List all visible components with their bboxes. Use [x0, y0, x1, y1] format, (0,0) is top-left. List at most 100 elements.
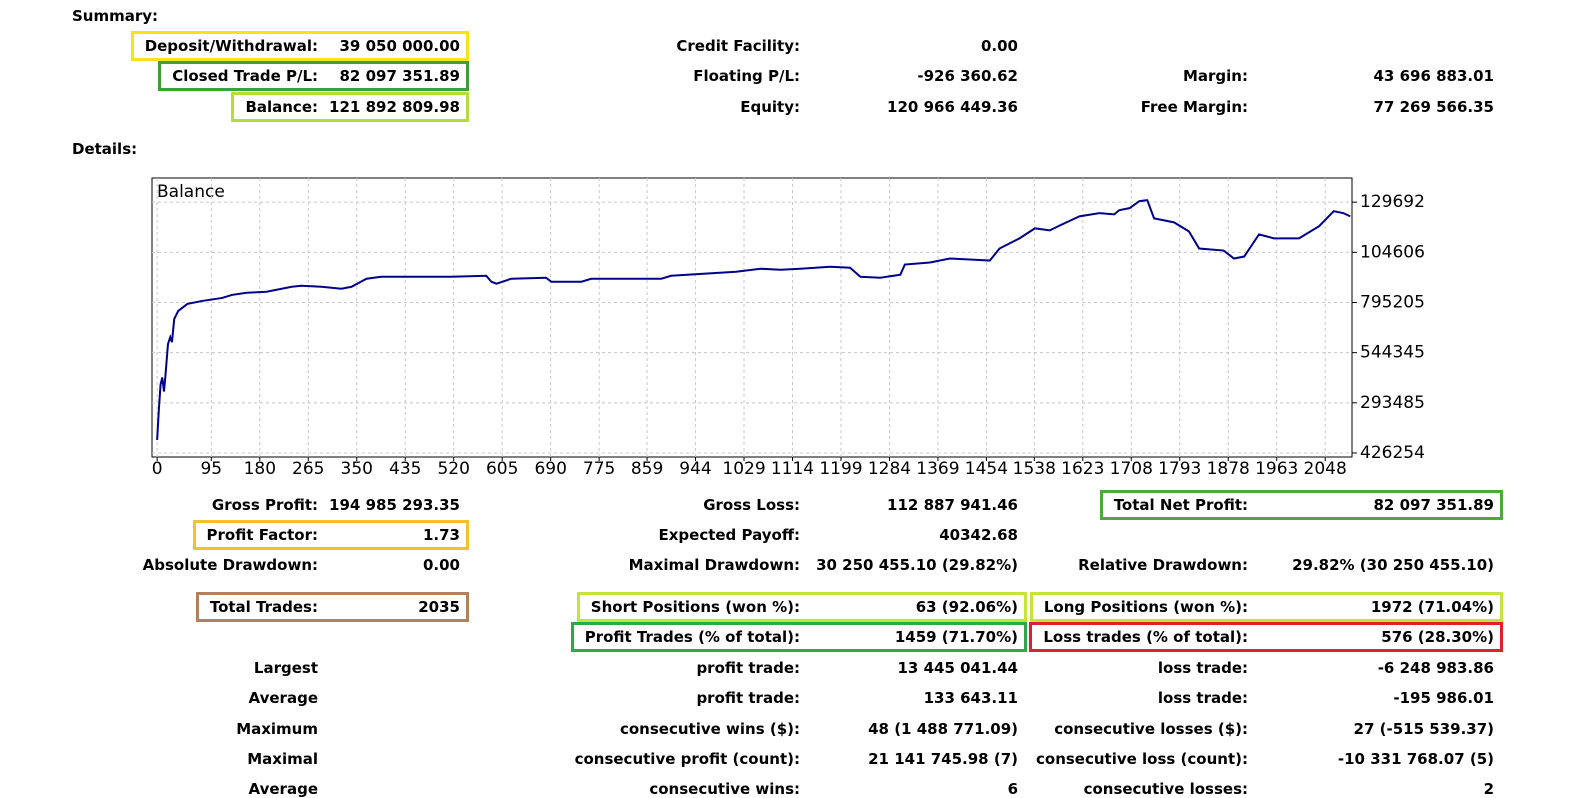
- row-value: 6: [1007, 780, 1018, 798]
- row-value: 1972 (71.04%): [1370, 598, 1494, 616]
- x-tick-label: 944: [679, 459, 711, 479]
- y-tick-label: 293485: [1360, 393, 1425, 413]
- row-value: 1459 (71.70%): [894, 628, 1018, 646]
- row-label: Deposit/Withdrawal:: [144, 37, 318, 55]
- row-value: 194 985 293.35: [329, 496, 460, 514]
- row-value: -6 248 983.86: [1377, 659, 1494, 677]
- x-tick-label: 350: [341, 459, 373, 479]
- x-tick-label: 1963: [1255, 459, 1298, 479]
- row-label: Expected Payoff:: [658, 526, 800, 544]
- highlight-box: [192, 520, 469, 550]
- y-tick-label: 795205: [1360, 292, 1425, 312]
- row-label: loss trade:: [1157, 659, 1248, 677]
- details-title: Details:: [72, 140, 138, 158]
- x-tick-label: 95: [200, 459, 222, 479]
- highlight-box: [570, 622, 1027, 652]
- row-value: 82 097 351.89: [1373, 496, 1494, 514]
- row-label: Margin:: [1182, 67, 1248, 85]
- x-tick-label: 1708: [1110, 459, 1153, 479]
- row-value: 1.73: [422, 526, 460, 544]
- highlight-box: [231, 92, 469, 122]
- row-value: -10 331 768.07 (5): [1337, 750, 1494, 768]
- row-value: -926 360.62: [917, 67, 1018, 85]
- row-label: consecutive loss (count):: [1036, 750, 1248, 768]
- x-tick-label: 435: [389, 459, 421, 479]
- row-label: Short Positions (won %):: [590, 598, 800, 616]
- row-value: -195 986.01: [1393, 689, 1494, 707]
- row-label: profit trade:: [696, 689, 800, 707]
- row-label: Gross Loss:: [703, 496, 800, 514]
- row-value: 0.00: [980, 37, 1018, 55]
- row-label: Gross Profit:: [211, 496, 318, 514]
- highlight-box: [576, 592, 1027, 622]
- row-label: consecutive profit (count):: [574, 750, 800, 768]
- x-tick-label: 180: [244, 459, 276, 479]
- highlight-box: [195, 592, 469, 622]
- row-label: Maximal: [247, 750, 318, 768]
- row-value: 29.82% (30 250 455.10): [1292, 556, 1494, 574]
- row-label: Largest: [253, 659, 318, 677]
- x-tick-label: 1284: [868, 459, 911, 479]
- highlight-box: [158, 61, 469, 91]
- row-value: 21 141 745.98 (7): [868, 750, 1018, 768]
- row-value: 43 696 883.01: [1373, 67, 1494, 85]
- row-value: 30 250 455.10 (29.82%): [816, 556, 1018, 574]
- y-tick-label: 426254: [1360, 443, 1425, 463]
- row-label: Average: [248, 689, 318, 707]
- x-tick-label: 1199: [819, 459, 862, 479]
- row-value: 0.00: [422, 556, 460, 574]
- highlight-box: [1029, 592, 1503, 622]
- y-tick-label: 544345: [1360, 343, 1425, 363]
- row-label: Absolute Drawdown:: [142, 556, 318, 574]
- x-tick-label: 775: [583, 459, 615, 479]
- y-tick-label: 129692: [1360, 192, 1425, 212]
- row-value: 40342.68: [939, 526, 1018, 544]
- row-label: Average: [248, 780, 318, 798]
- row-label: profit trade:: [696, 659, 800, 677]
- row-label: Maximum: [236, 720, 318, 738]
- x-tick-label: 1878: [1207, 459, 1250, 479]
- row-label: consecutive wins ($):: [619, 720, 800, 738]
- x-tick-label: 1538: [1013, 459, 1056, 479]
- row-value: 112 887 941.46: [887, 496, 1018, 514]
- row-label: Maximal Drawdown:: [628, 556, 800, 574]
- row-value: 82 097 351.89: [339, 67, 460, 85]
- row-value: 13 445 041.44: [897, 659, 1018, 677]
- x-tick-label: 859: [631, 459, 663, 479]
- x-tick-label: 1793: [1158, 459, 1201, 479]
- row-value: 121 892 809.98: [329, 98, 460, 116]
- x-tick-label: 2048: [1304, 459, 1347, 479]
- highlight-box: [1029, 622, 1503, 652]
- highlight-box: [130, 31, 469, 61]
- x-tick-label: 1114: [771, 459, 814, 479]
- row-label: Long Positions (won %):: [1043, 598, 1248, 616]
- row-value: 48 (1 488 771.09): [868, 720, 1018, 738]
- x-tick-label: 1623: [1061, 459, 1104, 479]
- row-label: Loss trades (% of total):: [1043, 628, 1248, 646]
- row-label: Total Net Profit:: [1113, 496, 1248, 514]
- row-value: 120 966 449.36: [887, 98, 1018, 116]
- chart-title: Balance: [157, 182, 225, 202]
- row-value: 576 (28.30%): [1381, 628, 1494, 646]
- row-label: Profit Trades (% of total):: [584, 628, 800, 646]
- summary-title: Summary:: [72, 7, 159, 25]
- x-tick-label: 690: [534, 459, 566, 479]
- row-value: 27 (-515 539.37): [1353, 720, 1494, 738]
- x-tick-label: 605: [486, 459, 518, 479]
- row-label: Closed Trade P/L:: [172, 67, 318, 85]
- row-label: Equity:: [740, 98, 800, 116]
- row-value: 63 (92.06%): [915, 598, 1018, 616]
- row-label: Profit Factor:: [206, 526, 318, 544]
- x-tick-label: 1454: [965, 459, 1008, 479]
- row-label: loss trade:: [1157, 689, 1248, 707]
- row-label: Balance:: [245, 98, 318, 116]
- x-tick-label: 0: [152, 459, 163, 479]
- row-label: Floating P/L:: [693, 67, 800, 85]
- row-label: consecutive wins:: [649, 780, 800, 798]
- row-value: 133 643.11: [923, 689, 1018, 707]
- row-label: consecutive losses ($):: [1054, 720, 1248, 738]
- balance-line: [156, 199, 1351, 440]
- row-value: 2: [1483, 780, 1494, 798]
